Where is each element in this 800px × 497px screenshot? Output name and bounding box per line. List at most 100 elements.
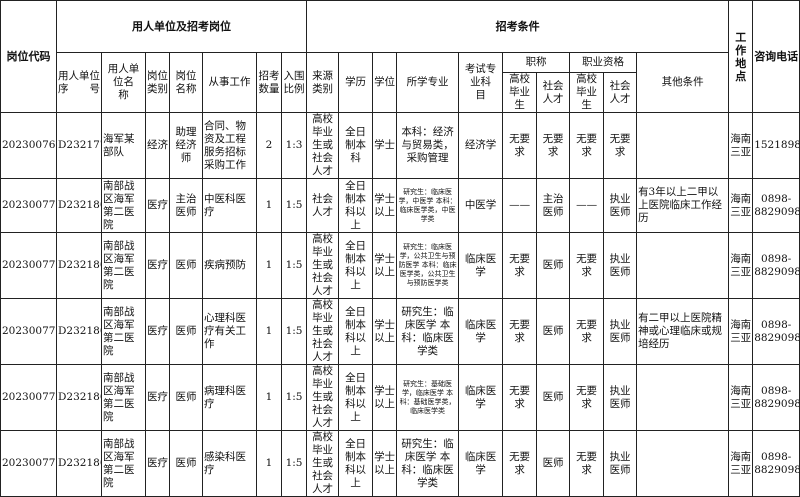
cell-title-grad: ——: [502, 178, 538, 233]
cell-work: 中医科医疗: [202, 178, 257, 233]
cell-location: 海南三亚: [728, 112, 754, 179]
cell-exam: 临床医学: [458, 298, 504, 365]
cell-major: 研究生：基础医学，临床医学 本科：基础医学类，临床医学类: [396, 364, 460, 431]
cell-major: 研究生：临床医学 本科：临床医学类: [396, 430, 460, 497]
cell-work: 合同、物资及工程服务招标采购工作: [202, 112, 257, 179]
cell-title-social: 无要求: [536, 112, 571, 179]
cell-unit-no: D232177: [56, 112, 102, 179]
cell-ratio: 1:5: [280, 364, 308, 431]
cell-location: 海南三亚: [728, 430, 754, 497]
header-degree: 学位: [372, 52, 398, 113]
header-code: 岗位代码: [0, 0, 57, 113]
cell-major: 研究生：临床医学，公共卫生与预防医学 本科：临床医学类，公共卫生与预防医学类: [396, 232, 460, 299]
cell-other: [636, 232, 730, 299]
cell-post-name: 医师: [169, 232, 203, 299]
header-education: 学历: [338, 52, 374, 113]
cell-work: 心理科医疗有关工作: [202, 298, 257, 365]
cell-phone: 0898-88290986: [752, 430, 800, 497]
cell-qual-social: 执业医师: [603, 298, 638, 365]
header-qual-grad: 高校毕业生: [569, 72, 605, 113]
cell-source: 高校毕业生或社会人才: [306, 430, 340, 497]
cell-exam: 经济学: [458, 112, 504, 179]
header-location: 工作地点: [728, 0, 754, 113]
cell-code: 2023007709: [0, 178, 57, 233]
cell-degree: 学士以上: [372, 178, 398, 233]
header-other: 其他条件: [636, 52, 730, 113]
cell-source: 高校毕业生或社会人才: [306, 364, 340, 431]
cell-qual-social: 执业医师: [603, 364, 638, 431]
table-row: 2023007710D232180南部战区海军第二医院医疗医师疾病预防11:5高…: [0, 232, 800, 299]
cell-education: 全日制本科: [338, 112, 374, 179]
cell-count: 1: [256, 430, 282, 497]
cell-education: 全日制本科以上: [338, 298, 374, 365]
cell-education: 全日制本科以上: [338, 232, 374, 299]
cell-post-type: 医疗: [145, 232, 170, 299]
cell-post-type: 医疗: [145, 364, 170, 431]
cell-qual-grad: 无要求: [569, 430, 605, 497]
header-post-name: 岗位名称: [169, 52, 203, 113]
cell-ratio: 1:5: [280, 298, 308, 365]
cell-degree: 学士以上: [372, 430, 398, 497]
header-qual-group: 职业资格: [569, 52, 638, 73]
cell-qual-grad: 无要求: [569, 364, 605, 431]
table-row: 2023007690D232177海军某部队经济助理经济师合同、物资及工程服务招…: [0, 112, 800, 179]
cell-source: 高校毕业生或社会人才: [306, 232, 340, 299]
table-row: 2023007713D232180南部战区海军第二医院医疗医师感染科医疗11:5…: [0, 430, 800, 497]
header-unit-no: 用人单位序 号: [56, 52, 102, 113]
cell-education: 全日制本科以上: [338, 430, 374, 497]
cell-title-social: 医师: [536, 430, 571, 497]
cell-post-type: 医疗: [145, 178, 170, 233]
cell-ratio: 1:5: [280, 232, 308, 299]
cell-ratio: 1:3: [280, 112, 308, 179]
cell-post-type: 经济: [145, 112, 170, 179]
cell-exam: 临床医学: [458, 430, 504, 497]
cell-unit-name: 南部战区海军第二医院: [101, 178, 146, 233]
table-row: 2023007711D232180南部战区海军第二医院医疗医师心理科医疗有关工作…: [0, 298, 800, 365]
header-work: 从事工作: [202, 52, 257, 113]
cell-other: [636, 112, 730, 179]
header-title-grad: 高校毕业生: [502, 72, 538, 113]
cell-title-grad: 无要求: [502, 232, 538, 299]
cell-degree: 学士以上: [372, 364, 398, 431]
cell-exam: 临床医学: [458, 232, 504, 299]
cell-post-name: 主治医师: [169, 178, 203, 233]
cell-title-social: 医师: [536, 364, 571, 431]
header-count: 招考数量: [256, 52, 282, 113]
cell-other: [636, 430, 730, 497]
cell-major: 研究生：临床医学，中医学 本科：临床医学类，中医学类: [396, 178, 460, 233]
cell-location: 海南三亚: [728, 298, 754, 365]
cell-ratio: 1:5: [280, 178, 308, 233]
cell-unit-no: D232180: [56, 364, 102, 431]
cell-source: 高校毕业生或社会人才: [306, 298, 340, 365]
cell-unit-name: 南部战区海军第二医院: [101, 364, 146, 431]
cell-title-grad: 无要求: [502, 298, 538, 365]
cell-exam: 临床医学: [458, 364, 504, 431]
header-unit-group: 用人单位及招考岗位: [55, 0, 308, 53]
cell-phone: 0898-88290986: [752, 232, 800, 299]
header-ratio: 入围比例: [280, 52, 308, 113]
cell-code: 2023007711: [0, 298, 57, 365]
cell-unit-no: D232180: [56, 430, 102, 497]
cell-education: 全日制本科以上: [338, 364, 374, 431]
cell-count: 2: [256, 112, 282, 179]
header-unit-name: 用人单位名 称: [101, 52, 146, 113]
header-major: 所学专业: [396, 52, 460, 113]
cell-phone: 0898-88290986: [752, 178, 800, 233]
cell-title-grad: 无要求: [502, 112, 538, 179]
cell-education: 全日制本科以上: [338, 178, 374, 233]
cell-major: 研究生：临床医学 本科：临床医学类: [396, 298, 460, 365]
cell-degree: 学士以上: [372, 232, 398, 299]
cell-other: 有3年以上二甲以上医院临床工作经历: [636, 178, 730, 233]
header-post-type: 岗位类别: [145, 52, 170, 113]
cell-post-name: 助理经济师: [169, 112, 203, 179]
header-phone: 咨询电话: [752, 0, 800, 113]
cell-qual-social: 执业医师: [603, 232, 638, 299]
cell-source: 社会人才: [306, 178, 340, 233]
header-exam: 考试专业科 目: [458, 52, 504, 113]
cell-count: 1: [256, 298, 282, 365]
cell-work: 疾病预防: [202, 232, 257, 299]
cell-qual-grad: 无要求: [569, 232, 605, 299]
cell-other: 有二甲以上医院精神或心理临床或规培经历: [636, 298, 730, 365]
cell-ratio: 1:5: [280, 430, 308, 497]
cell-major: 本科：经济与贸易类，采购管理: [396, 112, 460, 179]
